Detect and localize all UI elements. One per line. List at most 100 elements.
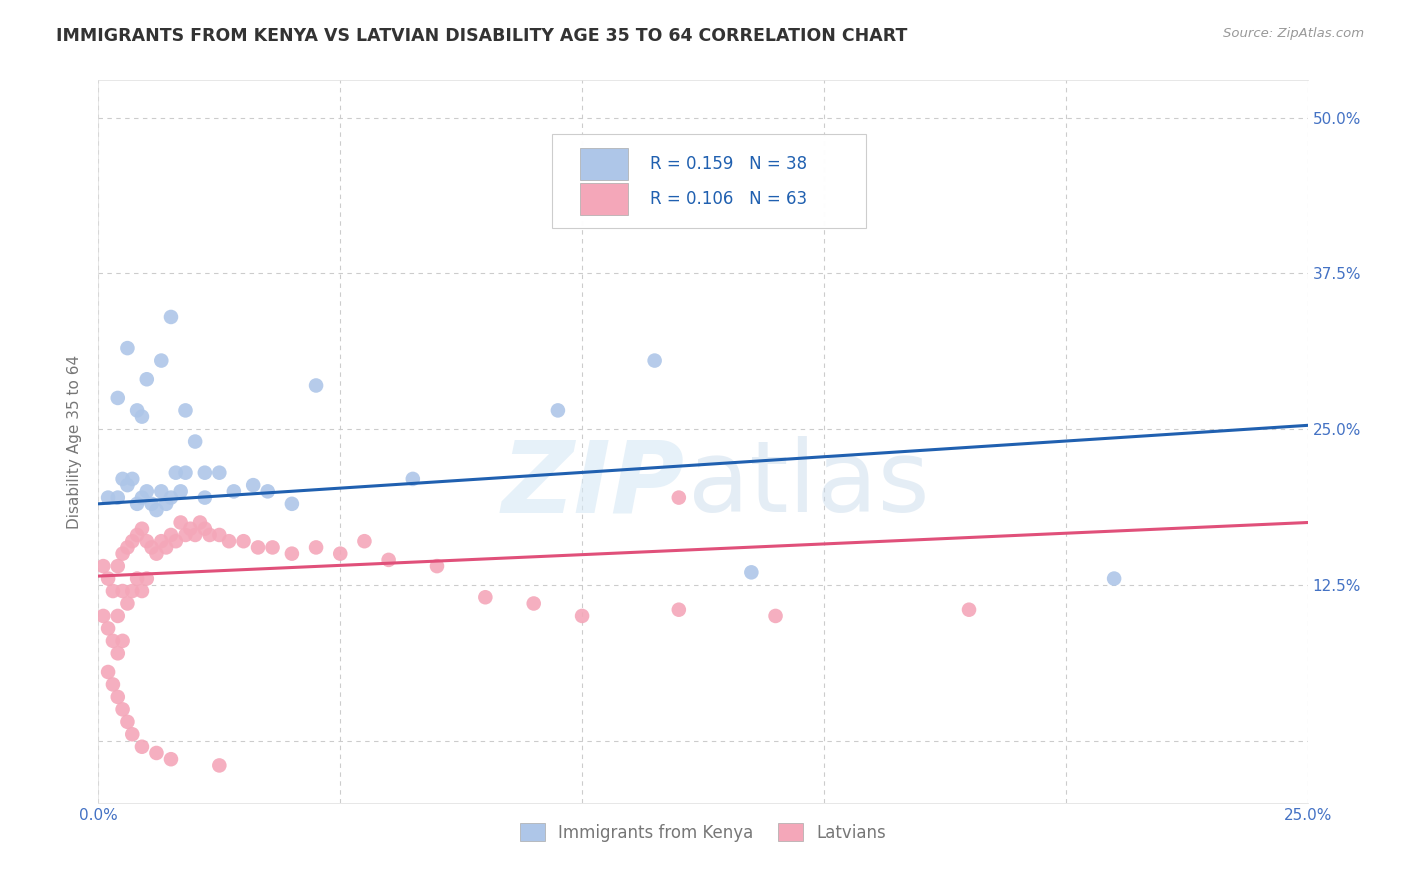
Point: [141, 497, 163, 511]
Point: [135, 572, 157, 586]
Point: [262, 541, 284, 555]
Point: [218, 534, 240, 549]
Point: [111, 547, 134, 561]
Point: [97, 572, 120, 586]
Point: [150, 484, 173, 499]
Point: [668, 491, 690, 505]
Point: [131, 739, 153, 754]
Point: [353, 534, 375, 549]
Point: [117, 478, 139, 492]
Point: [141, 541, 163, 555]
Point: [111, 633, 134, 648]
Point: [957, 603, 980, 617]
Point: [127, 497, 149, 511]
Point: [188, 516, 211, 530]
Point: [194, 466, 217, 480]
Point: [247, 541, 270, 555]
Point: [107, 646, 129, 660]
Point: [145, 547, 167, 561]
Point: [145, 503, 167, 517]
Point: [184, 528, 207, 542]
Y-axis label: Disability Age 35 to 64: Disability Age 35 to 64: [67, 354, 83, 529]
Point: [127, 403, 149, 417]
Point: [644, 353, 666, 368]
Point: [402, 472, 425, 486]
Point: [194, 522, 217, 536]
Point: [155, 541, 177, 555]
FancyBboxPatch shape: [551, 135, 866, 228]
Point: [150, 534, 173, 549]
Point: [160, 528, 183, 542]
Point: [740, 566, 762, 580]
Point: [121, 472, 143, 486]
Text: Source: ZipAtlas.com: Source: ZipAtlas.com: [1223, 27, 1364, 40]
Text: R = 0.106   N = 63: R = 0.106 N = 63: [650, 190, 807, 208]
FancyBboxPatch shape: [579, 148, 628, 180]
Point: [765, 609, 787, 624]
Point: [101, 633, 124, 648]
Point: [107, 391, 129, 405]
Point: [305, 541, 328, 555]
Point: [145, 746, 167, 760]
Point: [160, 310, 183, 324]
Point: [117, 597, 139, 611]
Point: [97, 491, 120, 505]
Point: [1102, 572, 1125, 586]
Point: [222, 484, 245, 499]
Point: [547, 403, 569, 417]
Point: [135, 484, 157, 499]
Point: [179, 522, 201, 536]
Point: [121, 727, 143, 741]
Point: [131, 409, 153, 424]
Point: [127, 572, 149, 586]
Point: [107, 491, 129, 505]
Point: [232, 534, 254, 549]
Point: [523, 597, 546, 611]
Point: [117, 714, 139, 729]
Point: [121, 584, 143, 599]
Point: [194, 491, 217, 505]
Point: [281, 547, 304, 561]
Point: [135, 534, 157, 549]
Point: [184, 434, 207, 449]
Point: [117, 541, 139, 555]
Point: [208, 528, 231, 542]
Point: [174, 466, 197, 480]
Point: [256, 484, 278, 499]
Point: [97, 665, 120, 679]
Point: [305, 378, 328, 392]
Point: [571, 609, 593, 624]
Point: [474, 591, 496, 605]
Text: atlas: atlas: [689, 436, 931, 533]
Point: [101, 584, 124, 599]
Point: [426, 559, 449, 574]
Point: [91, 609, 114, 624]
Point: [174, 403, 197, 417]
Text: IMMIGRANTS FROM KENYA VS LATVIAN DISABILITY AGE 35 TO 64 CORRELATION CHART: IMMIGRANTS FROM KENYA VS LATVIAN DISABIL…: [56, 27, 908, 45]
Point: [160, 752, 183, 766]
Point: [121, 534, 143, 549]
Point: [208, 466, 231, 480]
Point: [135, 372, 157, 386]
Point: [111, 584, 134, 599]
Point: [165, 534, 187, 549]
Point: [117, 341, 139, 355]
Point: [107, 609, 129, 624]
Point: [160, 491, 183, 505]
Point: [169, 516, 191, 530]
Point: [97, 621, 120, 635]
Legend: Immigrants from Kenya, Latvians: Immigrants from Kenya, Latvians: [513, 817, 893, 848]
Point: [242, 478, 264, 492]
Point: [127, 528, 149, 542]
Point: [111, 472, 134, 486]
Text: ZIP: ZIP: [502, 436, 685, 533]
FancyBboxPatch shape: [579, 183, 628, 215]
Point: [131, 491, 153, 505]
Point: [281, 497, 304, 511]
Point: [668, 603, 690, 617]
Point: [131, 522, 153, 536]
Point: [107, 690, 129, 704]
Point: [101, 677, 124, 691]
Point: [165, 466, 187, 480]
Point: [150, 353, 173, 368]
